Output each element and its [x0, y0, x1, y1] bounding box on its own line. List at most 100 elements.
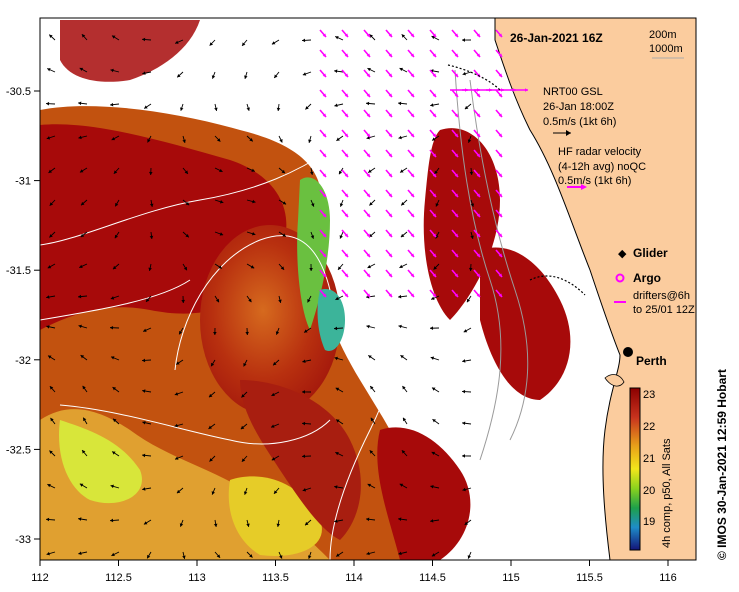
hf-radar-arrow [319, 89, 327, 98]
current-arrow [367, 167, 376, 173]
current-arrow [50, 417, 56, 425]
hf-radar-arrow [363, 189, 371, 198]
hf-radar-arrow [495, 289, 503, 298]
y-tick-label: -31 [15, 176, 31, 188]
current-arrow [112, 263, 120, 270]
current-arrow [142, 453, 152, 458]
current-arrow [181, 295, 185, 304]
current-arrow [462, 71, 472, 76]
hf-radar-arrow [319, 249, 327, 258]
current-arrow [431, 551, 440, 557]
hf-radar-arrow [407, 109, 415, 118]
current-arrow [174, 391, 184, 396]
x-tick-label: 116 [659, 572, 677, 584]
current-arrow [430, 103, 440, 107]
current-arrow [182, 263, 188, 271]
hf-radar-arrow [473, 169, 481, 178]
plot-area [40, 18, 696, 560]
current-arrow [174, 455, 184, 460]
argo-label: Argo [633, 271, 661, 285]
current-arrow [47, 355, 56, 361]
hf-radar-arrow [495, 269, 503, 278]
hf-radar-arrow [385, 49, 393, 58]
glider-icon: ◆ [618, 248, 627, 260]
current-arrow [430, 485, 440, 489]
current-arrow [143, 103, 152, 109]
hf-radar-arrow [407, 189, 415, 198]
hf-radar-arrow [429, 49, 437, 58]
current-arrow [48, 167, 56, 174]
current-arrow [271, 39, 280, 45]
colorbar-tick: 22 [643, 421, 655, 433]
hf-radar-arrow [473, 89, 481, 98]
current-arrow [464, 519, 472, 526]
current-arrow [271, 455, 280, 461]
current-arrow [335, 36, 344, 41]
current-arrow [81, 33, 88, 41]
x-tick-label: 114 [345, 572, 363, 584]
current-arrow [213, 327, 217, 336]
hf-radar-arrow [429, 169, 437, 178]
current-arrow [369, 385, 376, 393]
current-arrow [209, 455, 216, 462]
y-tick-label: -30.5 [6, 86, 31, 98]
current-arrow [246, 519, 250, 527]
drifter-track [447, 64, 501, 91]
current-arrow [273, 71, 280, 79]
contour [174, 235, 331, 371]
current-arrow [143, 519, 152, 525]
current-arrow [110, 68, 120, 73]
current-arrow [402, 385, 408, 393]
current-arrow [462, 487, 472, 492]
colorbar-ramp [629, 387, 641, 551]
hf-radar-arrow [341, 109, 349, 118]
current-arrow [182, 167, 189, 175]
current-arrow [302, 38, 312, 43]
colorbar-label: 4h comp, p50, All Sats [661, 438, 673, 548]
hf-radar-arrow [473, 109, 481, 118]
current-arrow [398, 517, 408, 521]
rottnest-island [604, 374, 625, 387]
hf-radar-arrow [341, 129, 349, 138]
contour [40, 279, 191, 321]
current-arrow [369, 450, 376, 457]
y-tick-label: -32 [15, 355, 31, 367]
hf-radar-arrow [407, 129, 415, 138]
current-arrow [367, 263, 376, 269]
current-arrow [303, 327, 312, 333]
hf-radar-arrow [385, 249, 393, 258]
hf-radar-arrow [473, 189, 481, 198]
current-arrow [370, 417, 376, 425]
hf-radar-arrow [429, 289, 437, 298]
current-arrow [309, 167, 314, 176]
hf-radar-arrow [319, 169, 327, 178]
current-arrow [49, 385, 56, 393]
hf-radar-arrow [495, 229, 503, 238]
current-arrow [430, 69, 440, 73]
colorbar-tick: 21 [643, 453, 655, 465]
current-arrow [114, 231, 120, 239]
current-arrow [430, 356, 440, 361]
hf-radar-arrows [319, 29, 528, 298]
hf-radar-arrow [319, 209, 327, 218]
current-arrow [210, 359, 216, 367]
current-arrow [149, 199, 154, 208]
colorbar-tick: 23 [643, 389, 655, 401]
isobath-label-200: 200m [649, 29, 677, 41]
hf-radar-arrow [429, 269, 437, 278]
current-arrow [431, 451, 440, 457]
hf-radar-arrow [407, 289, 415, 298]
current-arrow [435, 231, 440, 239]
hf-line-1: HF radar velocity [558, 146, 642, 158]
hf-radar-arrow [407, 229, 415, 238]
current-arrow [398, 551, 408, 556]
current-arrow [435, 199, 440, 207]
gsl-legend: NRT00 GSL 26-Jan 18:00Z 0.5m/s (1kt 6h) [543, 86, 616, 136]
current-arrow [401, 34, 408, 41]
current-arrow [366, 324, 376, 329]
current-arrow [276, 519, 281, 528]
x-tick-label: 113.5 [262, 572, 289, 584]
current-arrow [110, 295, 120, 300]
current-arrow [176, 487, 184, 494]
current-arrow [45, 101, 56, 106]
